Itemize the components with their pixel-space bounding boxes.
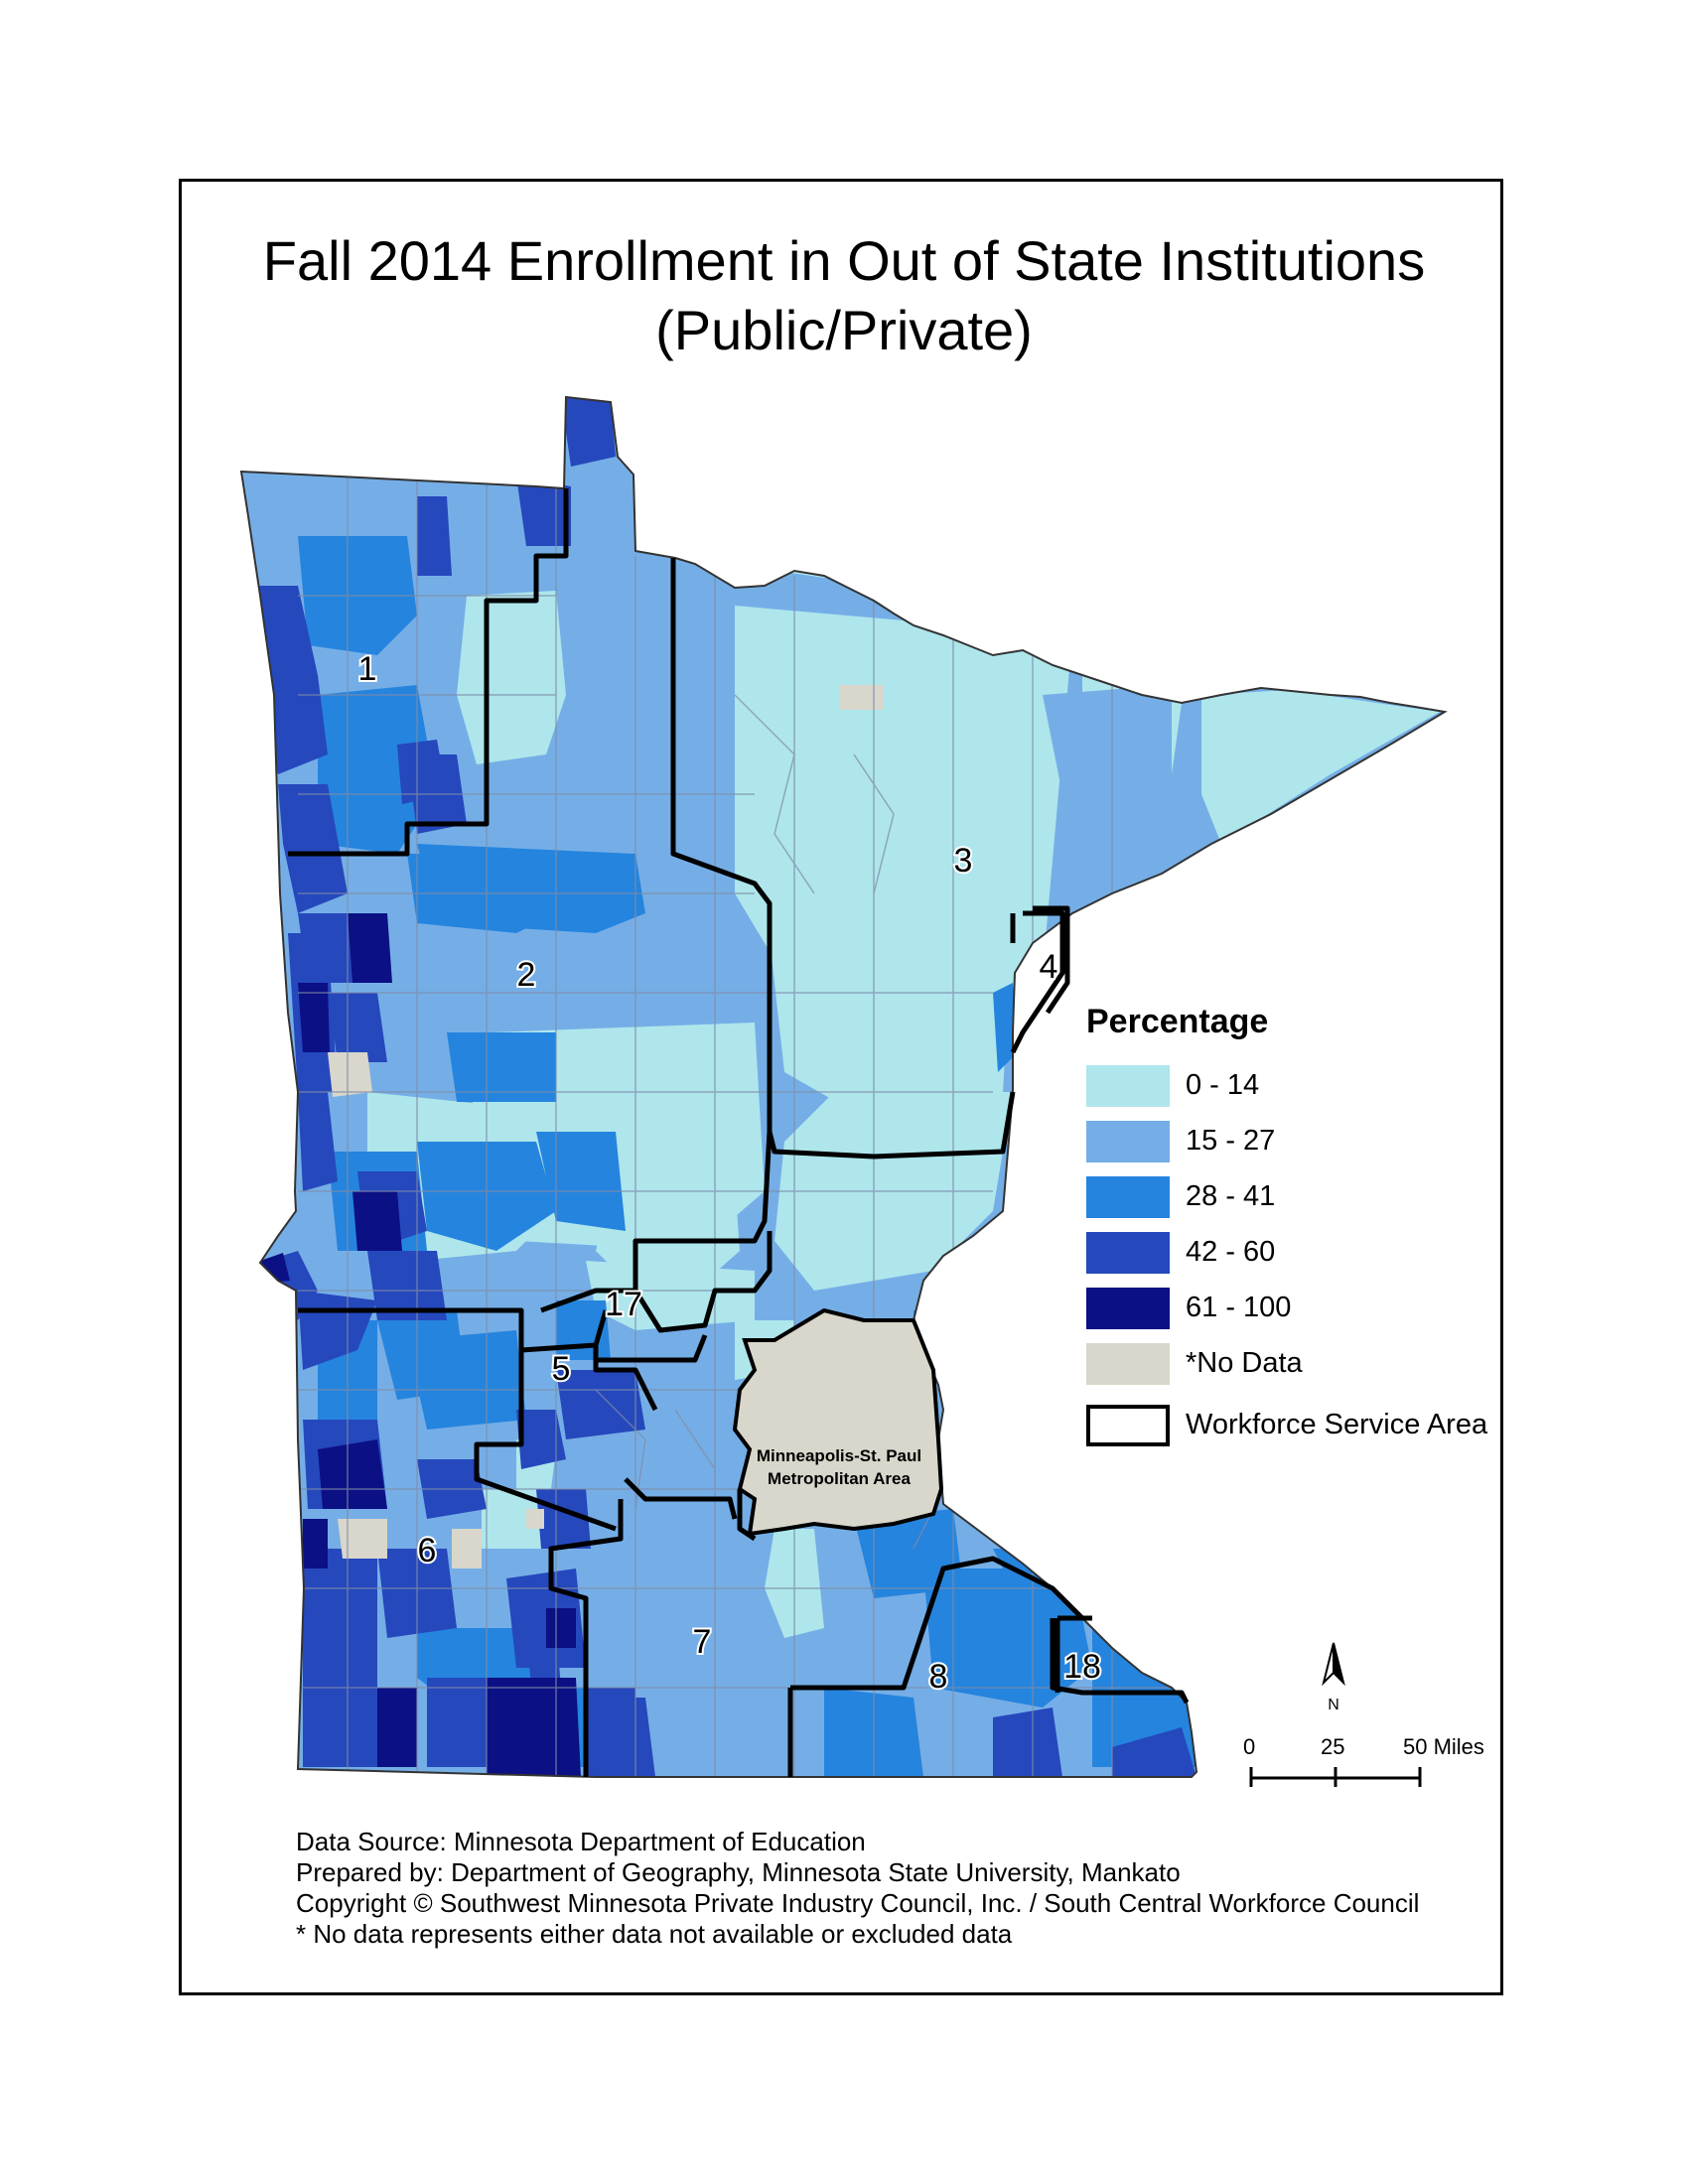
region-label-18: 18	[1063, 1648, 1101, 1686]
legend-label: 61 - 100	[1186, 1292, 1292, 1323]
legend-swatch	[1086, 1288, 1170, 1329]
legend-swatch-boundary	[1086, 1405, 1170, 1446]
legend-swatch	[1086, 1343, 1170, 1385]
region-label-6: 6	[418, 1532, 437, 1570]
metro-label-line1: Minneapolis-St. Paul	[757, 1446, 921, 1465]
north-arrow-label: N	[1328, 1697, 1339, 1713]
legend-title: Percentage	[1086, 1003, 1269, 1040]
legend-label: 0 - 14	[1186, 1069, 1260, 1101]
footer-data-source: Data Source: Minnesota Department of Edu…	[296, 1827, 866, 1856]
scale-bar	[1249, 1767, 1422, 1787]
legend-swatch	[1086, 1121, 1170, 1162]
region-label-17: 17	[605, 1286, 642, 1323]
map-title: Fall 2014 Enrollment in Out of State Ins…	[262, 229, 1426, 292]
scale-tick-25: 25	[1321, 1734, 1345, 1759]
legend-label: 15 - 27	[1186, 1125, 1276, 1157]
scale-tick-0: 0	[1243, 1734, 1256, 1759]
state-outline	[239, 395, 1448, 1778]
region-label-4: 4	[1040, 948, 1058, 986]
legend-label: 42 - 60	[1186, 1236, 1276, 1268]
map-subtitle: (Public/Private)	[655, 299, 1033, 361]
legend-swatch	[1086, 1176, 1170, 1218]
footer-prepared-by: Prepared by: Department of Geography, Mi…	[296, 1857, 1181, 1887]
legend-label-boundary: Workforce Service Area	[1186, 1409, 1488, 1440]
region-label-7: 7	[693, 1623, 712, 1661]
metro-label-line2: Metropolitan Area	[768, 1469, 911, 1488]
north-arrow: N	[1322, 1642, 1345, 1713]
region-label-2: 2	[517, 956, 536, 994]
footer-note: * No data represents either data not ava…	[296, 1919, 1013, 1949]
map-frame	[179, 179, 1503, 1995]
legend-swatch	[1086, 1232, 1170, 1274]
region-label-3: 3	[954, 842, 973, 880]
footer-copyright: Copyright © Southwest Minnesota Private …	[296, 1888, 1420, 1918]
choropleth-counties	[241, 397, 1445, 1777]
legend-label: *No Data	[1186, 1347, 1303, 1379]
legend-swatch	[1086, 1065, 1170, 1107]
legend-label: 28 - 41	[1186, 1180, 1276, 1212]
region-label-5: 5	[552, 1350, 571, 1388]
region-label-1: 1	[358, 650, 377, 688]
metro-area	[732, 1307, 944, 1537]
region-label-8: 8	[929, 1658, 948, 1696]
scale-tick-50: 50 Miles	[1403, 1734, 1484, 1759]
workforce-service-area-boundaries	[288, 488, 1190, 1777]
